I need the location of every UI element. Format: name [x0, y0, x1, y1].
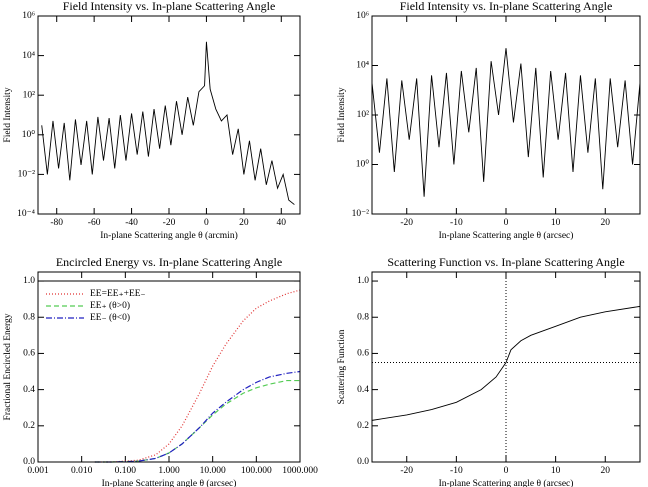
x-axis-label: In-plane Scattering angle θ (arcsec): [439, 230, 574, 241]
y-tick-label: 0.6: [23, 349, 35, 359]
x-tick-label: -10: [450, 466, 463, 476]
y-tick-label: 10⁰: [356, 159, 370, 170]
y-tick-label: 10²: [357, 110, 370, 120]
x-tick-label: -20: [400, 466, 413, 476]
y-tick-label: 0.2: [23, 421, 35, 431]
y-tick-label: 0.6: [357, 349, 369, 359]
x-tick-label: -60: [88, 218, 101, 228]
chart-title: Field Intensity vs. In-plane Scattering …: [400, 0, 613, 13]
x-tick-label: 0.001: [27, 466, 49, 476]
legend-label: EE₋ (θ<0): [90, 312, 130, 323]
x-tick-label: 0.100: [115, 466, 137, 476]
legend-label: EE₊ (θ>0): [90, 300, 130, 311]
legend-label: EE=EE₊+EE₋: [90, 289, 146, 299]
x-tick-label: 20: [601, 466, 611, 476]
x-tick-label: 10.000: [200, 466, 226, 476]
x-tick-label: 20: [239, 218, 249, 228]
x-tick-label: 10: [551, 218, 561, 228]
y-tick-label: 10⁰: [22, 129, 36, 140]
y-tick-label: 0.0: [357, 457, 369, 467]
data-line: [371, 305, 641, 421]
x-tick-label: 0.010: [71, 466, 93, 476]
x-tick-label: 10: [551, 466, 561, 476]
y-tick-label: 10⁶: [22, 11, 35, 21]
y-tick-label: 0.4: [23, 385, 35, 395]
x-tick-label: 0: [504, 218, 509, 228]
data-line: [94, 370, 301, 463]
y-axis-label: Fractional Encircled Energy: [3, 313, 13, 420]
data-line: [41, 41, 295, 205]
y-tick-label: 10⁶: [356, 11, 369, 21]
y-tick-label: 0.4: [357, 385, 369, 395]
y-tick-label: 0.8: [23, 312, 35, 322]
x-axis-label: In-plane Scattering angle θ (arcsec): [439, 478, 574, 487]
x-tick-label: 0: [204, 218, 209, 228]
x-tick-label: 20: [601, 218, 611, 228]
x-tick-label: -10: [450, 218, 463, 228]
chart-title: Scattering Function vs. In-plane Scatter…: [387, 255, 624, 269]
x-tick-label: -80: [50, 218, 63, 228]
y-axis-label: Scattering Function: [337, 329, 347, 404]
x-tick-label: -20: [400, 218, 413, 228]
y-tick-label: 10⁻²: [352, 209, 370, 219]
x-tick-label: -20: [163, 218, 176, 228]
x-tick-label: 1.000: [158, 466, 180, 476]
y-tick-label: 10²: [23, 90, 36, 100]
x-tick-label: 40: [277, 218, 287, 228]
x-tick-label: -40: [125, 218, 138, 228]
y-tick-label: 0.2: [357, 421, 369, 431]
y-axis-label: Field Intensity: [3, 87, 13, 142]
chart-title: Field Intensity vs. In-plane Scattering …: [63, 0, 276, 13]
plot-frame: [371, 271, 641, 463]
x-axis-label: In-plane Scattering angle θ (arcmin): [100, 230, 238, 241]
y-tick-label: 1.0: [357, 276, 369, 286]
x-axis-label: In-plane Scattering angle θ (arcsec): [102, 478, 237, 487]
x-tick-label: 1000.000: [282, 466, 318, 476]
chart-title: Encircled Energy vs. In-plane Scattering…: [56, 255, 282, 269]
y-tick-label: 1.0: [23, 276, 35, 286]
x-tick-label: 100.000: [241, 466, 272, 476]
y-tick-label: 10⁻⁴: [17, 209, 36, 219]
y-tick-label: 10⁻²: [18, 170, 36, 180]
data-line: [94, 379, 300, 463]
plot-frame: [37, 271, 301, 463]
y-axis-label: Field Intensity: [337, 87, 347, 142]
y-tick-label: 10⁴: [356, 61, 370, 71]
y-tick-label: 0.0: [23, 457, 35, 467]
y-tick-label: 10⁴: [22, 51, 36, 61]
data-line: [94, 289, 301, 463]
data-line: [371, 48, 641, 197]
x-tick-label: 0: [504, 466, 509, 476]
plot-frame: [371, 15, 641, 215]
y-tick-label: 0.8: [357, 312, 369, 322]
plot-frame: [37, 15, 301, 215]
